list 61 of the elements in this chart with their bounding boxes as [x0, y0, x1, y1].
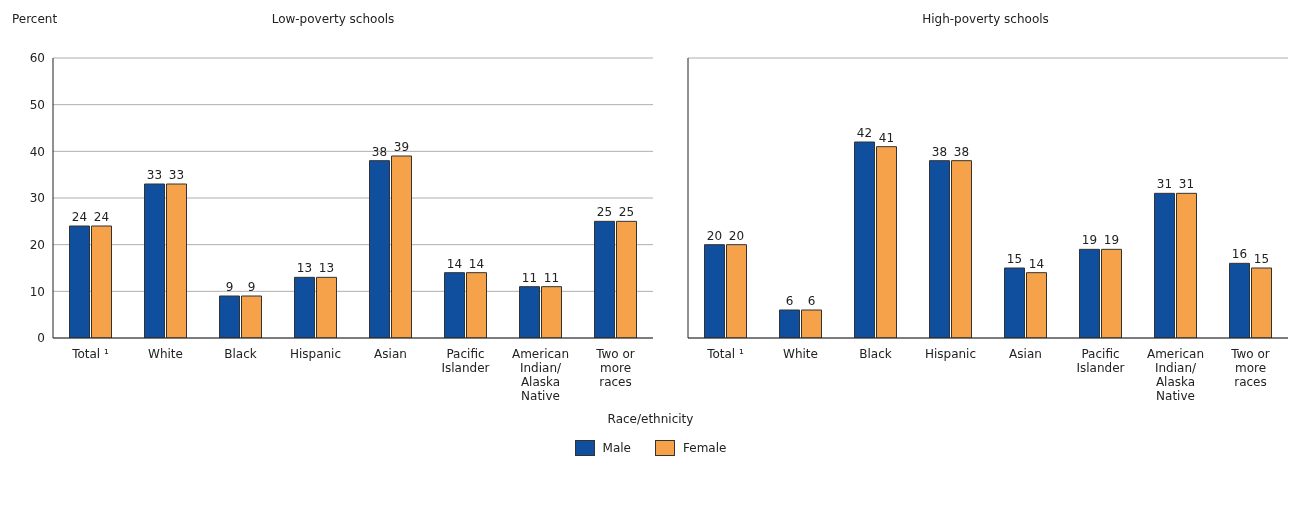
data-label: 31 — [1156, 177, 1173, 192]
data-label: 33 — [146, 168, 163, 182]
data-label: 31 — [1178, 177, 1195, 192]
data-label: 24 — [71, 210, 88, 224]
data-label: 38 — [371, 144, 388, 159]
data-label: 14 — [446, 256, 463, 271]
x-tick-label: Asian — [374, 347, 407, 361]
data-label: 6 — [807, 294, 816, 308]
y-axis-title: Percent — [12, 12, 58, 26]
data-label: 13 — [296, 261, 313, 276]
data-label: 19 — [1081, 233, 1098, 248]
x-tick-label: Total ¹ — [71, 347, 110, 361]
data-label: 33 — [168, 168, 185, 182]
data-label: 11 — [543, 270, 560, 285]
y-tick-label: 0 — [37, 331, 45, 346]
x-tick-label: Asian — [1009, 347, 1042, 361]
data-label: 9 — [247, 280, 256, 294]
data-label: 42 — [856, 126, 873, 140]
x-tick-label: American Indian/Alaska Native — [1146, 347, 1205, 403]
x-tick-label: Total ¹ — [706, 347, 745, 361]
x-tick-label: White — [783, 347, 818, 361]
data-label: 25 — [596, 205, 613, 220]
data-label: 6 — [785, 294, 794, 308]
y-tick-label: 10 — [29, 284, 45, 299]
data-label: 14 — [468, 256, 485, 271]
data-label: 20 — [706, 228, 723, 243]
x-tick-label: Pacific Islander — [441, 347, 490, 375]
data-label: 13 — [318, 261, 335, 276]
data-label: 11 — [521, 270, 538, 285]
x-tick-label: Two or more races — [1230, 347, 1270, 389]
data-label: 38 — [953, 144, 970, 159]
data-label: 19 — [1103, 233, 1120, 248]
legend-label: Female — [683, 441, 727, 455]
data-label: 20 — [728, 228, 745, 243]
data-label: 25 — [618, 205, 635, 220]
y-tick-label: 20 — [29, 237, 45, 252]
x-tick-label: Two or more races — [595, 347, 635, 389]
data-label: 15 — [1006, 252, 1023, 266]
data-label: 9 — [225, 280, 234, 294]
x-tick-label: Black — [859, 347, 892, 361]
data-label: 41 — [878, 130, 895, 145]
data-label: 24 — [93, 210, 110, 224]
data-label: 14 — [1028, 256, 1045, 271]
x-tick-label: Black — [224, 347, 257, 361]
y-tick-label: 50 — [29, 97, 45, 112]
data-label: 39 — [393, 140, 410, 154]
y-tick-label: 60 — [29, 51, 45, 66]
x-tick-label: White — [148, 347, 183, 361]
chart-title: High-poverty schools — [921, 12, 1050, 26]
y-tick-label: 40 — [29, 144, 45, 159]
x-tick-label: Hispanic — [924, 347, 977, 361]
chart-title: Low-poverty schools — [271, 12, 395, 26]
legend-label: Male — [602, 441, 632, 455]
x-tick-label: Hispanic — [289, 347, 342, 361]
x-tick-label: American Indian/Alaska Native — [511, 347, 570, 403]
data-label: 15 — [1253, 252, 1270, 266]
y-tick-label: 30 — [29, 191, 45, 206]
x-axis-title: Race/ethnicity — [606, 412, 695, 426]
x-tick-label: Pacific Islander — [1076, 347, 1125, 375]
data-label: 38 — [931, 144, 948, 159]
data-label: 16 — [1231, 247, 1248, 262]
